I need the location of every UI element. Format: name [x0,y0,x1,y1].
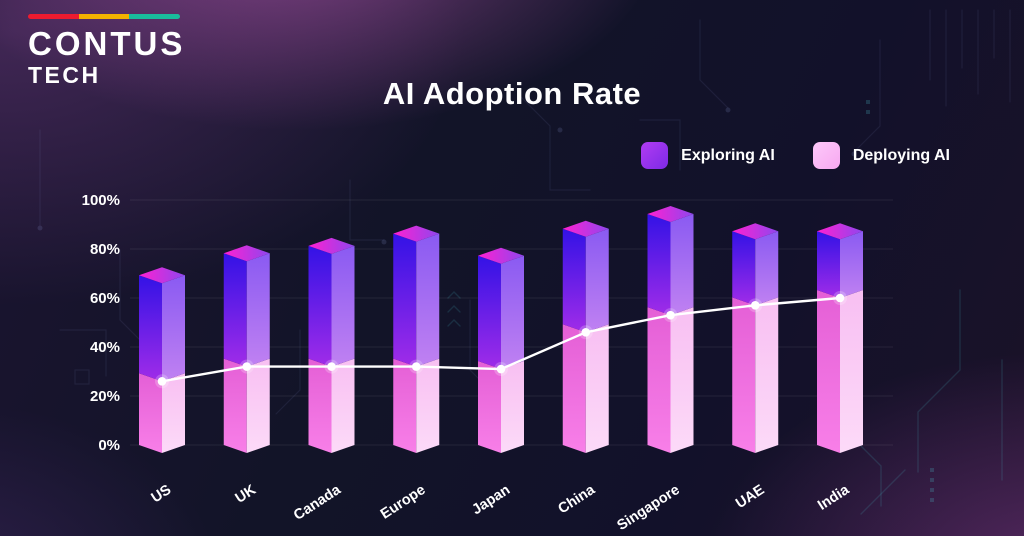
deploying-segment-left [308,358,332,453]
exploring-segment-right [162,275,185,382]
exploring-segment-right [755,231,779,306]
exploring-segment-left [732,231,756,306]
bar-top-face [139,267,185,284]
bar-china [562,220,609,453]
trend-point [750,301,760,310]
exploring-segment-right [246,253,270,367]
bar-top-face [478,247,524,264]
deploying-segment-left [223,358,247,453]
logo-text-primary: CONTUS [28,25,186,62]
bar-top-face [223,245,270,262]
legend-label: Exploring AI [681,146,775,164]
trend-point [581,328,591,337]
exploring-segment-left [562,228,586,333]
exploring-segment-left [817,231,840,298]
page-title: AI Adoption Rate [382,76,642,111]
exploring-segment-left [647,214,671,316]
y-tick-label: 80% [90,241,120,258]
logo-bar-teal [129,14,180,19]
exploring-segment-left [393,233,417,367]
deploying-segment-left [393,358,417,453]
deploying-segment-right [246,358,270,453]
x-axis-label: Europe [378,482,429,523]
bar-europe [393,225,440,453]
trend-point [835,293,845,303]
bar-us [139,267,185,453]
deploying-segment-right [162,373,185,453]
bar-top-face [732,223,779,240]
legend-item-exploring: Exploring AI [641,142,775,169]
bar-top-face [562,220,609,237]
deploying-segment-right [840,290,863,453]
logo-tricolor-bar [28,14,180,19]
x-axis-label: India [815,481,853,513]
logo-bar-yellow [78,14,130,19]
bar-top-face [393,225,440,242]
x-axis-label: Canada [291,481,344,523]
trend-point [411,362,421,371]
x-axis-label: UK [233,482,260,507]
exploring-segment-right [670,214,694,316]
exploring-segment-left [308,245,332,367]
exploring-segment-right [416,233,440,367]
deploying-segment-right [755,297,779,453]
bar-uk [223,245,270,453]
legend-label: Deploying AI [852,146,950,164]
y-tick-label: 40% [90,339,120,356]
exploring-segment-left [478,255,501,370]
bar-top-face [308,237,355,254]
deploying-segment-left [647,307,671,453]
trend-point [327,362,336,371]
chart-legend: Exploring AI Deploying AI [641,142,950,169]
deploying-segment-right [331,358,355,453]
legend-item-deploying: Deploying AI [812,142,950,169]
y-tick-label: 0% [98,437,120,454]
x-axis-label: Japan [469,482,513,518]
exploring-segment-right [840,231,863,298]
y-tick-label: 60% [90,290,120,307]
trend-point [157,377,167,386]
exploring-segment-right [501,255,524,370]
bar-uae [732,223,779,453]
deploying-segment-right [501,361,524,453]
x-axis-label: China [555,481,598,517]
bar-india [817,223,863,453]
trend-point [242,362,252,371]
x-axis-label: US [149,482,175,507]
deploying-segment-left [562,324,586,453]
x-axis-label: Singapore [614,482,682,534]
deploying-segment-right [416,358,440,453]
deploying-segment-left [817,290,840,453]
deploying-segment-left [478,361,501,453]
bar-canada [308,237,355,453]
deploying-segment-right [585,324,609,453]
exploring-segment-left [139,275,162,382]
deploying-ai-swatch [812,142,840,169]
deploying-segment-left [139,373,162,453]
exploring-ai-swatch [641,142,669,169]
logo-bar-red [28,14,79,19]
exploring-segment-right [585,228,609,333]
logo-text-secondary: TECH [28,62,101,88]
exploring-segment-left [223,253,247,367]
y-tick-label: 20% [90,388,120,405]
y-tick-label: 100% [82,192,120,209]
deploying-segment-left [732,297,756,453]
trend-point [496,364,506,374]
deploying-segment-right [670,307,694,453]
bar-top-face [817,223,863,240]
trend-point [666,310,675,320]
bar-singapore [647,206,694,453]
x-axis-label: UAE [733,482,768,512]
contus-tech-logo: CONTUS TECH [28,14,185,87]
exploring-segment-right [331,245,355,367]
bar-japan [478,247,524,453]
bar-top-face [647,206,694,223]
